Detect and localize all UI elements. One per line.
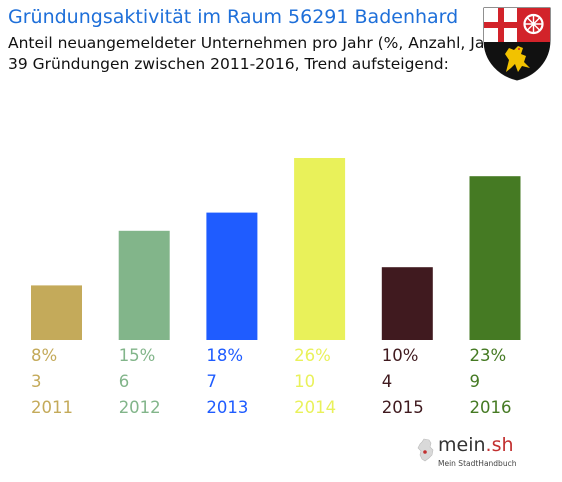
brand-name: mein.sh xyxy=(438,434,514,456)
percent-label-2012: 15% xyxy=(118,346,156,365)
chart-subtitle-line2: 39 Gründungen zwischen 2011-2016, Trend … xyxy=(8,55,449,73)
bar-2013 xyxy=(206,212,258,340)
bar-2015 xyxy=(381,267,433,340)
germany-map-icon xyxy=(417,438,434,462)
percent-label-2011: 8% xyxy=(31,346,58,365)
year-label-2016: 2016 xyxy=(469,398,512,417)
year-label-2011: 2011 xyxy=(31,398,73,417)
year-label-2014: 2014 xyxy=(294,398,337,417)
bar-2012 xyxy=(118,230,170,340)
percent-label-2013: 18% xyxy=(206,346,244,365)
percent-label-2015: 10% xyxy=(381,346,419,365)
year-label-2015: 2015 xyxy=(381,398,424,417)
bar-2011 xyxy=(31,285,82,340)
count-label-2012: 6 xyxy=(118,372,130,391)
year-label-2013: 2013 xyxy=(206,398,249,417)
bar-2014 xyxy=(294,158,346,340)
brand-logo[interactable]: mein.sh Mein StadtHandbuch xyxy=(414,434,524,474)
chart-title: Gründungsaktivität im Raum 56291 Badenha… xyxy=(8,6,459,28)
count-label-2013: 7 xyxy=(206,372,217,391)
count-label-2011: 3 xyxy=(31,372,42,391)
percent-label-2016: 23% xyxy=(469,346,507,365)
year-label-2012: 2012 xyxy=(118,398,161,417)
coat-of-arms-icon xyxy=(483,7,551,81)
chart-subtitle-line1: Anteil neuangemeldeter Unternehmen pro J… xyxy=(8,34,507,52)
percent-label-2014: 26% xyxy=(294,346,331,365)
count-label-2015: 4 xyxy=(381,372,393,391)
bar-2016 xyxy=(469,176,521,340)
brand-tagline: Mein StadtHandbuch xyxy=(438,459,517,468)
bar-chart xyxy=(31,158,521,340)
count-label-2016: 9 xyxy=(469,372,481,391)
count-label-2014: 10 xyxy=(294,372,316,391)
